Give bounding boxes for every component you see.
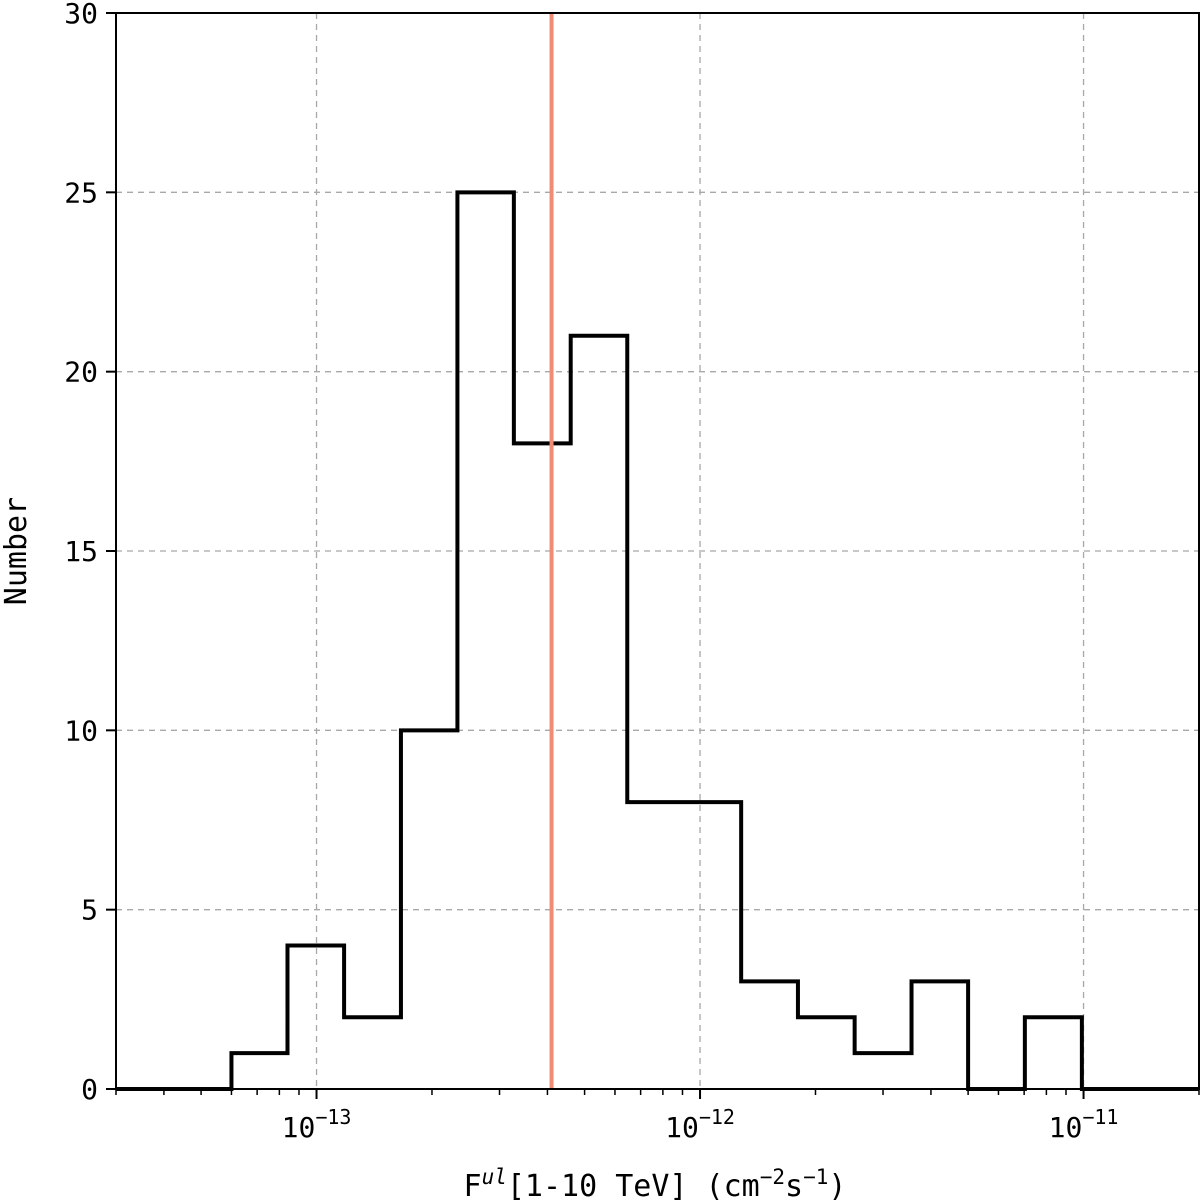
histogram-bar xyxy=(798,1017,855,1089)
x-label-mid: s xyxy=(785,1169,803,1204)
x-tick-label: 10−11 xyxy=(1049,1105,1119,1144)
y-tick-label: 20 xyxy=(64,356,98,389)
axis-major-ticks xyxy=(106,12,1085,1099)
histogram-step-outline xyxy=(116,190,1199,1091)
histogram-bar xyxy=(287,946,344,1089)
histogram-bar xyxy=(912,981,969,1089)
histogram-bar xyxy=(855,1053,912,1089)
y-axis-label: Number xyxy=(0,497,34,605)
histogram-bar xyxy=(1025,1017,1082,1089)
x-axis-label: Ful[1-10 TeV] (cm−2s−1) xyxy=(464,1165,847,1204)
plot-frame xyxy=(115,12,1200,1090)
histogram-bars xyxy=(116,190,1199,1091)
histogram-bar xyxy=(571,336,628,1089)
x-label-sup: ul xyxy=(482,1165,507,1189)
histogram-bar xyxy=(741,981,798,1089)
y-tick-label: 0 xyxy=(81,1073,98,1106)
x-tick-label: 10−13 xyxy=(282,1105,352,1144)
histogram-bar xyxy=(627,802,684,1089)
histogram-bar xyxy=(457,192,513,1089)
x-label-sup2: −2 xyxy=(760,1165,785,1189)
x-label-base: F xyxy=(464,1169,482,1204)
x-label-rest: [1-10 TeV] (cm xyxy=(507,1169,760,1204)
x-tick-labels: 10−13 10−12 10−11 xyxy=(282,1105,1119,1144)
y-tick-label: 5 xyxy=(81,894,98,927)
grid-lines xyxy=(116,13,1199,1089)
histogram-bar xyxy=(684,802,741,1089)
histogram-bar xyxy=(514,443,571,1089)
y-tick-label: 30 xyxy=(64,0,98,30)
histogram-bar xyxy=(344,1017,401,1089)
histogram-bar xyxy=(231,1053,287,1089)
y-tick-label: 10 xyxy=(64,714,98,747)
x-label-end: ) xyxy=(828,1169,846,1204)
x-tick-label: 10−12 xyxy=(665,1105,735,1144)
y-tick-label: 25 xyxy=(64,176,98,209)
y-tick-label: 15 xyxy=(64,535,98,568)
x-label-sup3: −1 xyxy=(803,1165,828,1189)
y-tick-labels: 0 5 10 15 20 25 30 xyxy=(64,0,98,1106)
